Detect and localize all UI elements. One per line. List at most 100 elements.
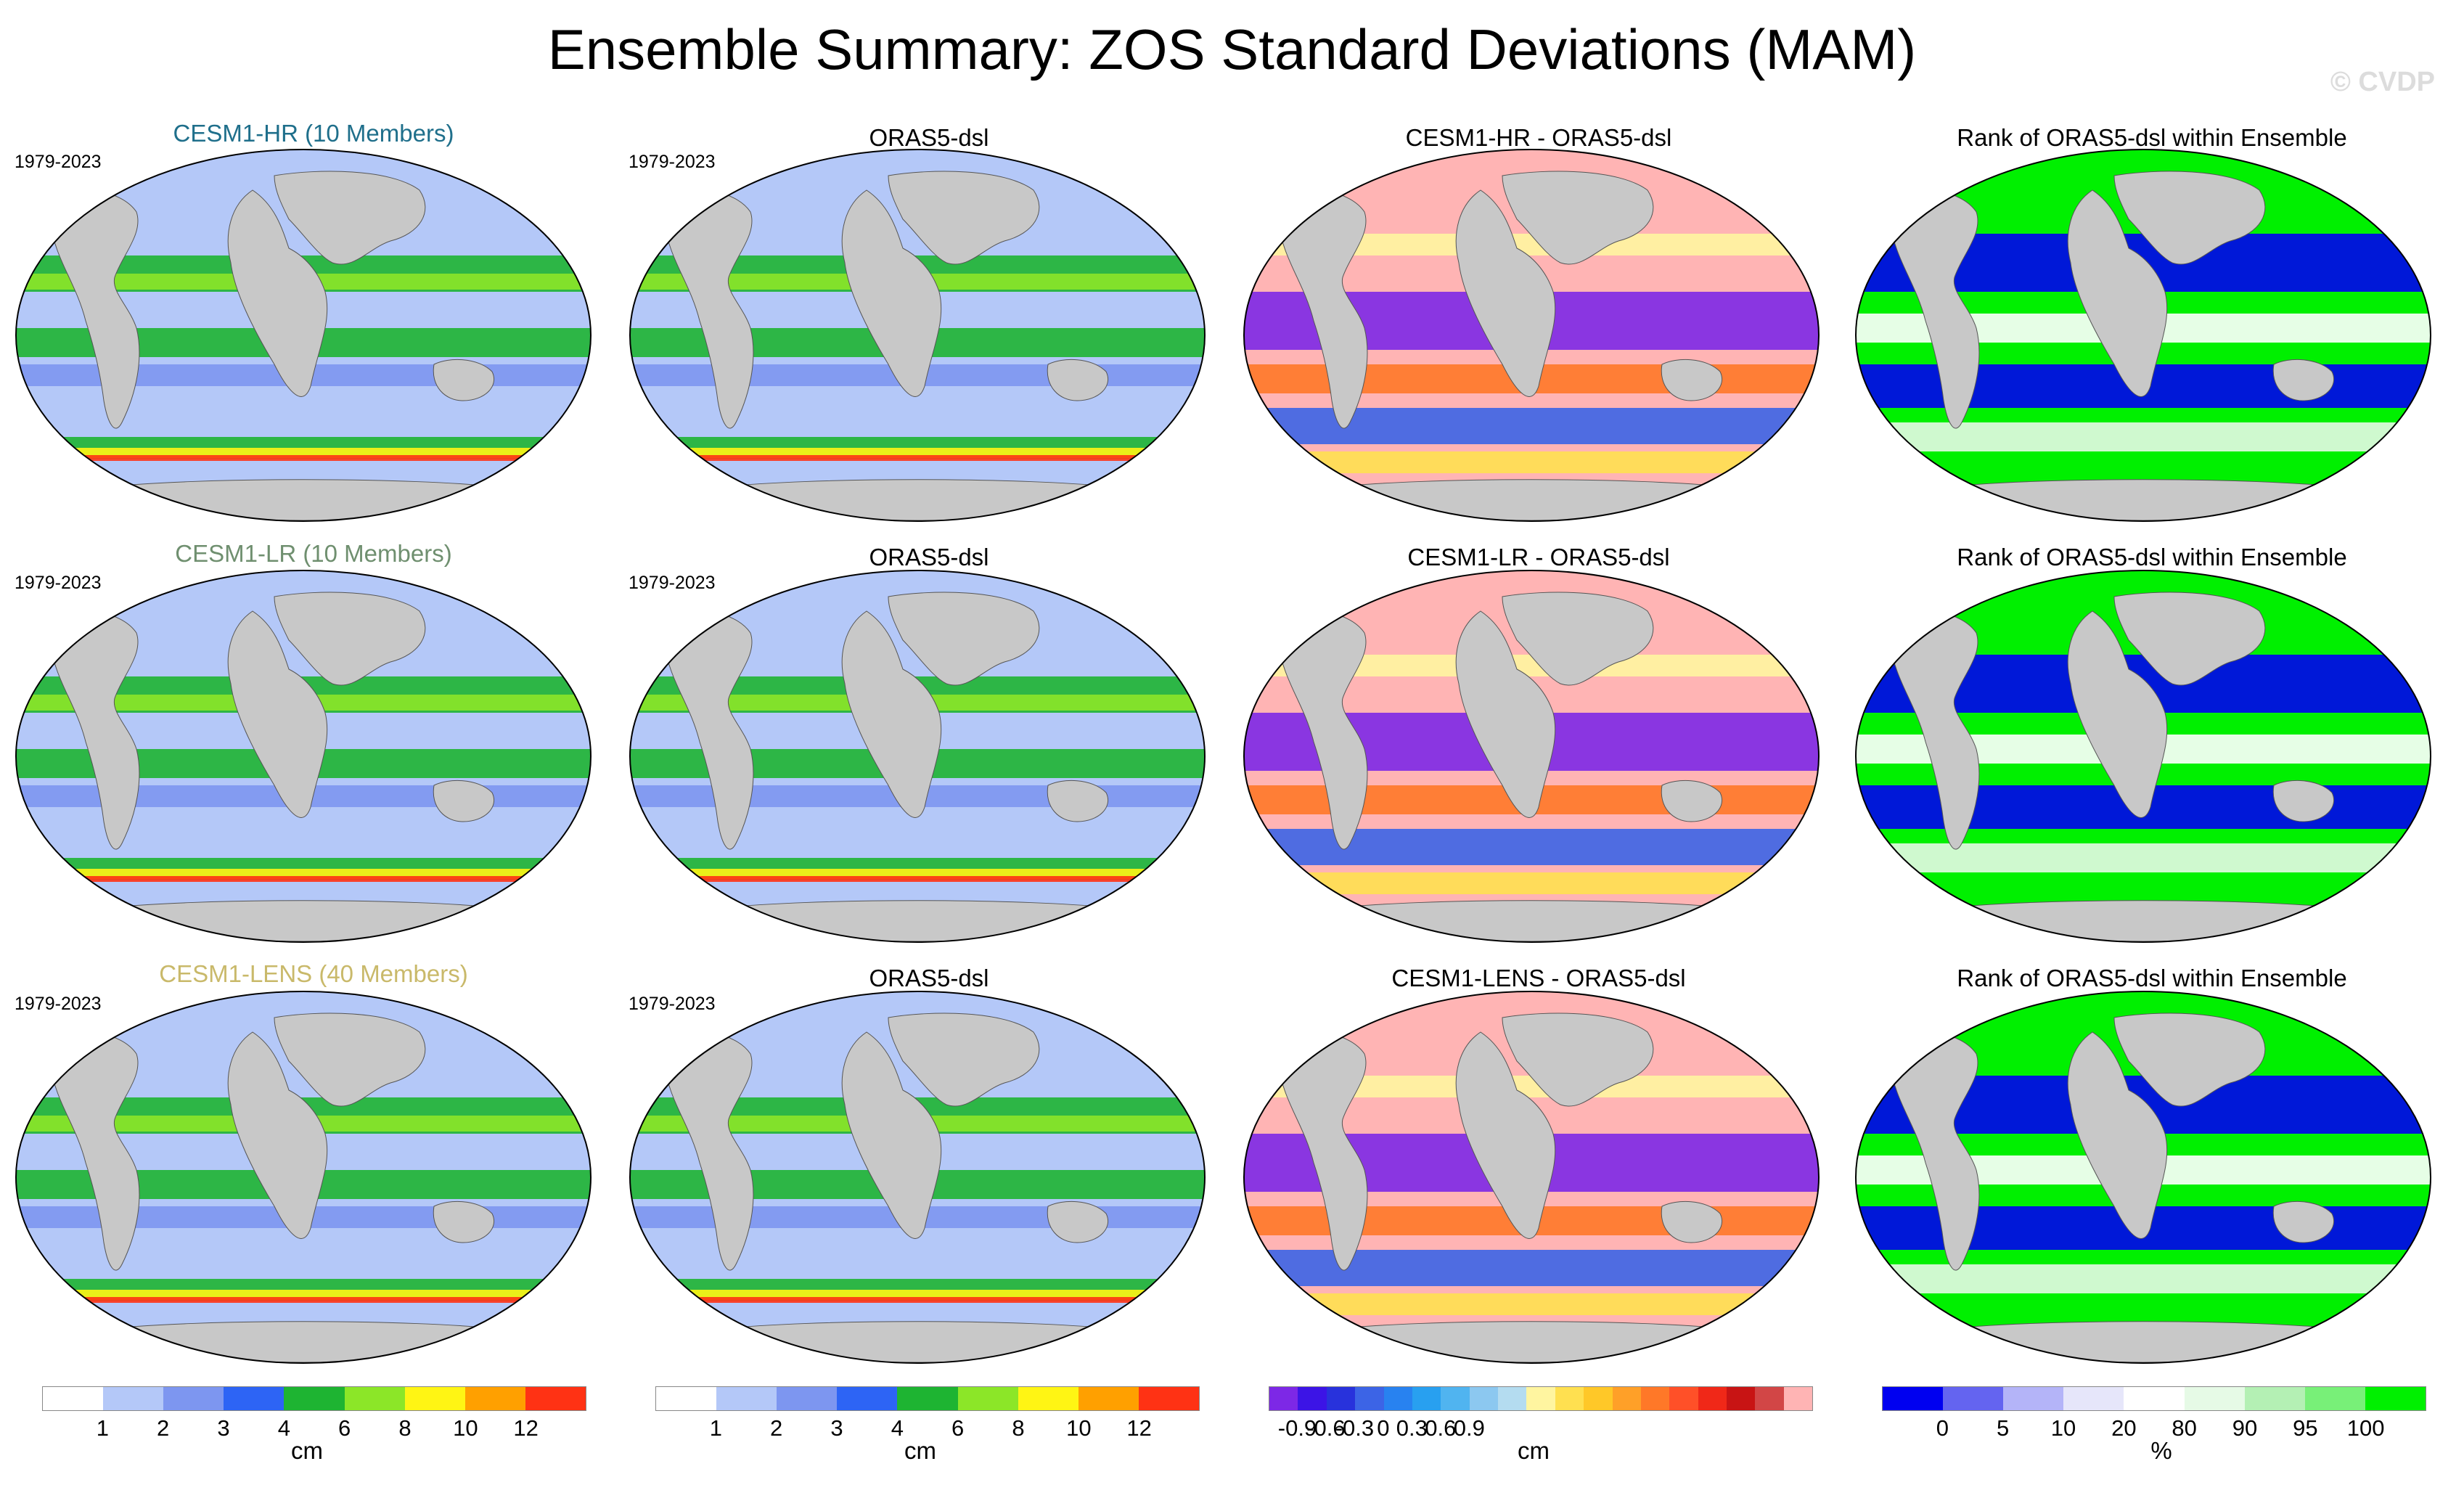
row3-rank-title: Rank of ORAS5-dsl within Ensemble	[1957, 965, 2347, 991]
colorbar-sd-tick-label: 2	[157, 1415, 170, 1441]
colorbar-diff-tick-label: -0.9	[1277, 1415, 1317, 1441]
colorbar-diff-tick-label: 0.6	[1425, 1415, 1457, 1441]
colorbar-rank-unit: %	[2150, 1437, 2172, 1464]
field-band	[1244, 451, 1819, 473]
field-band	[1856, 843, 2431, 872]
row3-obs-title: ORAS5-dsl	[869, 965, 989, 991]
row2-model-map	[13, 568, 594, 945]
continent	[2272, 780, 2334, 822]
colorbar-sd-tick-label: 10	[1066, 1415, 1092, 1441]
continent	[888, 1012, 1040, 1107]
row2-obs-map	[627, 568, 1208, 945]
continent	[1939, 479, 2348, 521]
row1-diff-title: CESM1-HR - ORAS5-dsl	[1405, 124, 1672, 151]
field-band	[1244, 872, 1819, 894]
row2-model-period: 1979-2023	[15, 573, 102, 593]
map-border	[1855, 570, 2431, 943]
colorbar-sd-swatch	[1138, 1387, 1199, 1410]
row3-model-period: 1979-2023	[15, 994, 102, 1014]
continent	[660, 610, 754, 850]
colorbar-sd-swatch	[525, 1387, 586, 1410]
continent	[660, 189, 754, 429]
field-band	[16, 1297, 591, 1303]
continent	[2272, 359, 2334, 401]
row3-obs-period: 1979-2023	[629, 994, 716, 1014]
colorbar-sd-swatch	[1018, 1387, 1078, 1410]
colorbar-diff-tick-label: 0.3	[1396, 1415, 1428, 1441]
row2-model-title: CESM1-LR (10 Members)	[175, 540, 452, 567]
colorbar-sd-unit: cm	[291, 1437, 323, 1464]
map-border	[629, 570, 1206, 943]
colorbar-sd-swatch	[957, 1387, 1018, 1410]
colorbar-rank-tick-label: 100	[2346, 1415, 2385, 1441]
continent	[1327, 900, 1736, 942]
continent	[841, 610, 942, 818]
continent	[46, 610, 140, 850]
continent	[433, 780, 494, 822]
field-band	[16, 876, 591, 882]
figure-title: Ensemble Summary: ZOS Standard Deviation…	[547, 17, 1917, 81]
colorbar-rank-tick-label: 20	[2111, 1415, 2137, 1441]
colorbar-diff-swatch	[1498, 1387, 1527, 1410]
continent	[274, 592, 426, 686]
colorbar-sd-tick-label: 8	[398, 1415, 412, 1441]
continent	[888, 592, 1040, 686]
colorbar-sd-swatch	[777, 1387, 838, 1410]
colorbar-sd-tick-label: 1	[709, 1415, 722, 1441]
colorbar-sd-tick-label: 10	[453, 1415, 478, 1441]
colorbar-sd-tick-label: 3	[830, 1415, 843, 1441]
colorbar-diff-swatch	[1298, 1387, 1327, 1410]
continent	[227, 189, 328, 397]
colorbar-rank-swatch	[2184, 1387, 2245, 1410]
continent	[1886, 1031, 1980, 1271]
row3-model-map	[13, 989, 594, 1366]
continent	[841, 189, 942, 397]
colorbar-rank-tick-label: 95	[2293, 1415, 2318, 1441]
continent	[1502, 592, 1654, 686]
row1-model-period: 1979-2023	[15, 152, 102, 172]
row3-rank-map	[1853, 989, 2434, 1366]
map-border	[1855, 149, 2431, 522]
row3-model-title: CESM1-LENS (40 Members)	[159, 960, 468, 987]
colorbar-diff-swatch	[1640, 1387, 1670, 1410]
continent	[227, 1031, 328, 1239]
continent	[1047, 780, 1108, 822]
colorbar-sd-tick-label: 8	[1012, 1415, 1025, 1441]
row1-obs-title: ORAS5-dsl	[869, 124, 989, 151]
field-band	[1856, 422, 2431, 451]
colorbar-sd-swatch	[163, 1387, 224, 1410]
colorbar-rank-swatch	[2365, 1387, 2426, 1410]
colorbar-diff-tick-label: 0.9	[1453, 1415, 1485, 1441]
continent	[841, 1031, 942, 1239]
map-border	[629, 149, 1206, 522]
colorbar-sd-swatch	[464, 1387, 525, 1410]
row3-obs-map	[627, 989, 1208, 1366]
colorbar-sd-swatch	[224, 1387, 285, 1410]
row1-rank-map	[1853, 147, 2434, 524]
continent	[660, 1031, 754, 1271]
colorbar-diff-tick-label: 0	[1377, 1415, 1390, 1441]
colorbar-diff-swatch	[1669, 1387, 1698, 1410]
colorbar-sd-swatch	[656, 1387, 717, 1410]
continent	[274, 1012, 426, 1107]
colorbar-rank-tick-label: 90	[2232, 1415, 2258, 1441]
map-border	[15, 570, 592, 943]
row2-rank-map	[1853, 568, 2434, 945]
continent	[227, 610, 328, 818]
colorbar-rank-tick-label: 10	[2050, 1415, 2076, 1441]
colorbar-sd-tick-label: 4	[891, 1415, 904, 1441]
continent	[99, 1321, 508, 1363]
colorbar-diff-swatch	[1355, 1387, 1384, 1410]
continent	[1327, 479, 1736, 521]
colorbar-rank-swatch	[2003, 1387, 2064, 1410]
colorbar-rank-tick-label: 80	[2172, 1415, 2197, 1441]
continent	[713, 900, 1122, 942]
colorbar-rank-tick-label: 5	[1997, 1415, 2010, 1441]
continent	[1274, 1031, 1368, 1271]
map-border	[1855, 991, 2431, 1364]
colorbar-diff-swatch	[1326, 1387, 1356, 1410]
continent	[1455, 1031, 1556, 1239]
continent	[2113, 171, 2266, 265]
continent	[1047, 1200, 1108, 1243]
continent	[888, 171, 1040, 265]
